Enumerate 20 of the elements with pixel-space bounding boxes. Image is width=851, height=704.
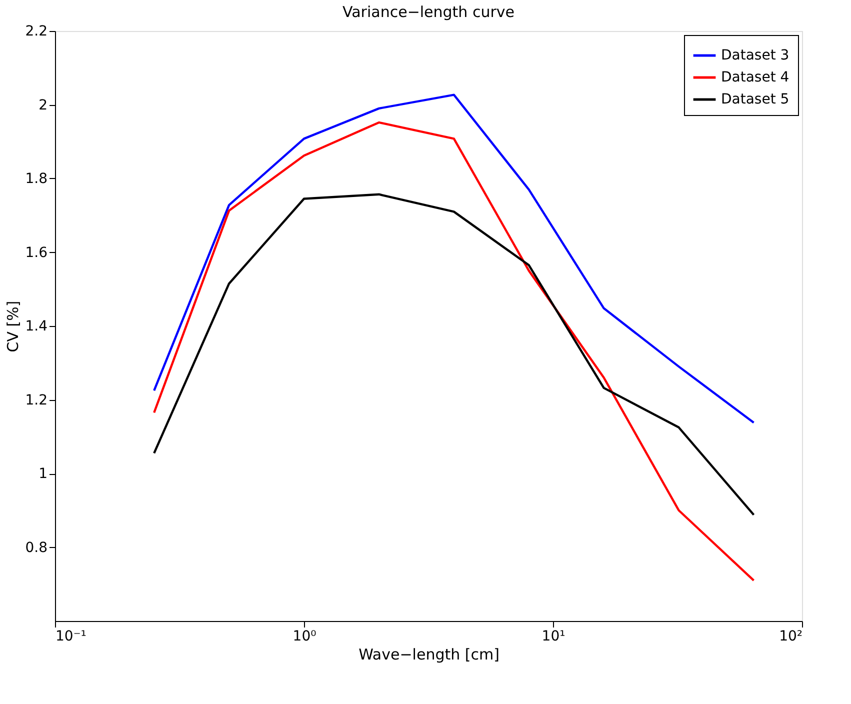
y-tick-label: 2.2 (25, 24, 48, 40)
x-axis-title: Wave−length [cm] (358, 646, 500, 664)
line-series (152, 121, 755, 582)
legend-label: Dataset 4 (721, 70, 790, 86)
x-tick-label: 10⁻¹ (56, 628, 86, 644)
x-tick-label: 10² (779, 628, 802, 644)
x-tick-label: 10¹ (542, 628, 566, 644)
y-axis-title: CV [%] (4, 300, 22, 352)
y-tick-label: 1.4 (25, 318, 48, 334)
y-tick-label: 1 (38, 466, 48, 482)
y-tick-label: 1.6 (25, 244, 48, 261)
y-tick-label: 2 (38, 97, 48, 114)
legend-label: Dataset 5 (721, 92, 790, 108)
y-tick-label: 1.2 (25, 392, 48, 408)
y-tick-label: 0.8 (25, 540, 48, 556)
x-tick-label: 10⁰ (292, 628, 317, 644)
chart-title: Variance−length curve (342, 3, 514, 21)
y-tick-label: 1.8 (25, 171, 48, 187)
legend-label: Dataset 3 (721, 48, 790, 64)
line-series (152, 193, 755, 516)
